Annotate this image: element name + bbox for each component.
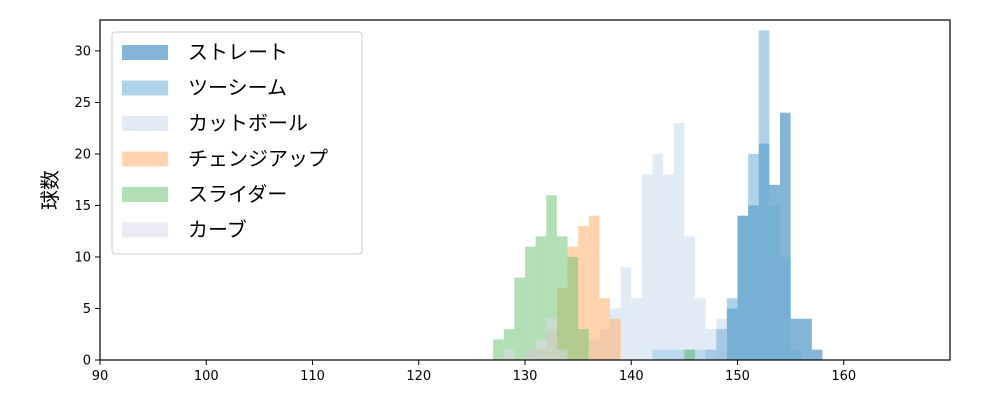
histogram-bar: [610, 318, 621, 360]
histogram-bar: [620, 267, 632, 360]
legend-swatch: [122, 187, 168, 202]
histogram-bar: [567, 256, 579, 360]
histogram-bar: [556, 236, 568, 360]
histogram-bar: [652, 153, 664, 360]
histogram-bar: [546, 195, 557, 360]
y-tick-label: 10: [74, 250, 91, 265]
histogram-bar: [535, 339, 547, 360]
legend-swatch: [122, 80, 168, 96]
histogram-bar: [631, 298, 642, 360]
x-tick-label: 100: [194, 369, 219, 384]
legend-box: [111, 31, 363, 255]
x-tick-label: 140: [619, 369, 644, 384]
y-axis: 0 5 10 15 20 25 30: [74, 44, 100, 369]
x-tick-label: 160: [831, 369, 856, 384]
legend-swatch: [122, 151, 168, 167]
histogram-bar: [503, 329, 515, 360]
histogram-bar: [811, 349, 823, 360]
histogram-bar: [525, 246, 536, 360]
x-tick-label: 130: [513, 369, 538, 384]
legend-label: チェンジアップ: [188, 147, 328, 171]
bars-layer: [493, 30, 823, 361]
legend-swatch: [122, 116, 168, 131]
histogram-bar: [535, 236, 547, 360]
histogram-bar: [588, 215, 600, 360]
histogram-bar: [493, 339, 504, 360]
histogram-bar: [769, 205, 780, 360]
histogram-bar: [578, 329, 589, 360]
x-axis: 90 100 110 120 130 140 150 160: [92, 360, 856, 384]
histogram-bar: [726, 298, 738, 360]
histogram-bar: [599, 298, 610, 360]
histogram-bar: [705, 329, 717, 360]
legend-label: ツーシーム: [188, 76, 287, 100]
histogram-bar: [525, 349, 536, 360]
y-tick-label: 20: [74, 147, 91, 162]
legend-label: スライダー: [188, 182, 287, 206]
legend-swatch: [122, 222, 168, 238]
histogram-bar: [673, 123, 685, 360]
legend-label: ストレート: [188, 40, 288, 64]
histogram-bar: [684, 349, 695, 360]
histogram-bar: [790, 318, 802, 360]
histogram-bar: [737, 215, 749, 360]
y-tick-label: 25: [74, 96, 91, 111]
histogram-bar: [716, 318, 727, 360]
histogram-bar: [780, 112, 791, 361]
histogram-bar: [780, 256, 791, 360]
y-axis-title: 球数: [38, 170, 62, 210]
y-tick-label: 5: [83, 302, 91, 317]
histogram-bar: [641, 174, 653, 360]
histogram-bar: [695, 298, 706, 360]
histogram-bar: [578, 226, 589, 360]
legend-label: カーブ: [188, 218, 247, 242]
x-tick-label: 120: [406, 369, 431, 384]
x-tick-label: 90: [92, 369, 109, 384]
histogram-bar: [514, 277, 525, 360]
histogram-bar: [684, 236, 695, 360]
histogram-bar: [758, 30, 770, 360]
histogram-bar: [556, 349, 568, 360]
histogram-bar: [503, 349, 515, 360]
legend-label: カットボール: [188, 111, 308, 135]
histogram-bar: [748, 153, 759, 360]
histogram-bar: [801, 318, 812, 360]
histogram-bar: [663, 174, 674, 360]
histogram-bar: [790, 349, 802, 360]
y-tick-label: 30: [74, 44, 91, 59]
x-tick-label: 150: [725, 369, 750, 384]
histogram-bar: [546, 318, 557, 360]
y-tick-label: 0: [83, 354, 91, 369]
y-tick-label: 15: [74, 199, 91, 214]
x-tick-label: 110: [300, 369, 325, 384]
legend-swatch: [122, 45, 168, 60]
